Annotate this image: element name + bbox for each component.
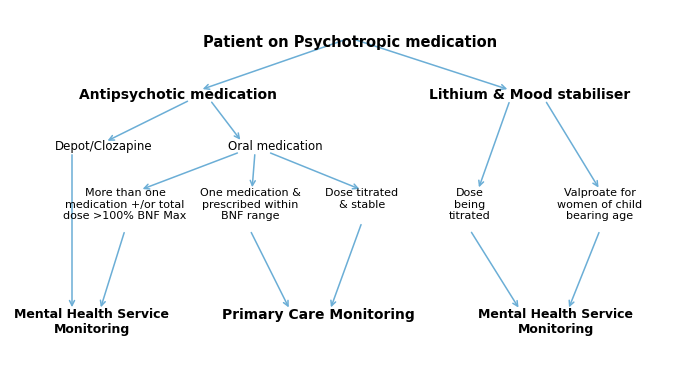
- Text: Dose
being
titrated: Dose being titrated: [449, 188, 491, 221]
- Text: Dose titrated
& stable: Dose titrated & stable: [325, 188, 399, 209]
- Text: More than one
medication +/or total
dose >100% BNF Max: More than one medication +/or total dose…: [64, 188, 186, 221]
- Text: Antipsychotic medication: Antipsychotic medication: [79, 88, 277, 102]
- Text: Lithium & Mood stabiliser: Lithium & Mood stabiliser: [429, 88, 630, 102]
- Text: Depot/Clozapine: Depot/Clozapine: [55, 140, 153, 153]
- Text: Primary Care Monitoring: Primary Care Monitoring: [222, 308, 415, 322]
- Text: Patient on Psychotropic medication: Patient on Psychotropic medication: [203, 35, 497, 50]
- Text: Valproate for
women of child
bearing age: Valproate for women of child bearing age: [558, 188, 643, 221]
- Text: Mental Health Service
Monitoring: Mental Health Service Monitoring: [479, 308, 634, 336]
- Text: Mental Health Service
Monitoring: Mental Health Service Monitoring: [15, 308, 170, 336]
- Text: Oral medication: Oral medication: [228, 140, 322, 153]
- Text: One medication &
prescribed within
BNF range: One medication & prescribed within BNF r…: [200, 188, 300, 221]
